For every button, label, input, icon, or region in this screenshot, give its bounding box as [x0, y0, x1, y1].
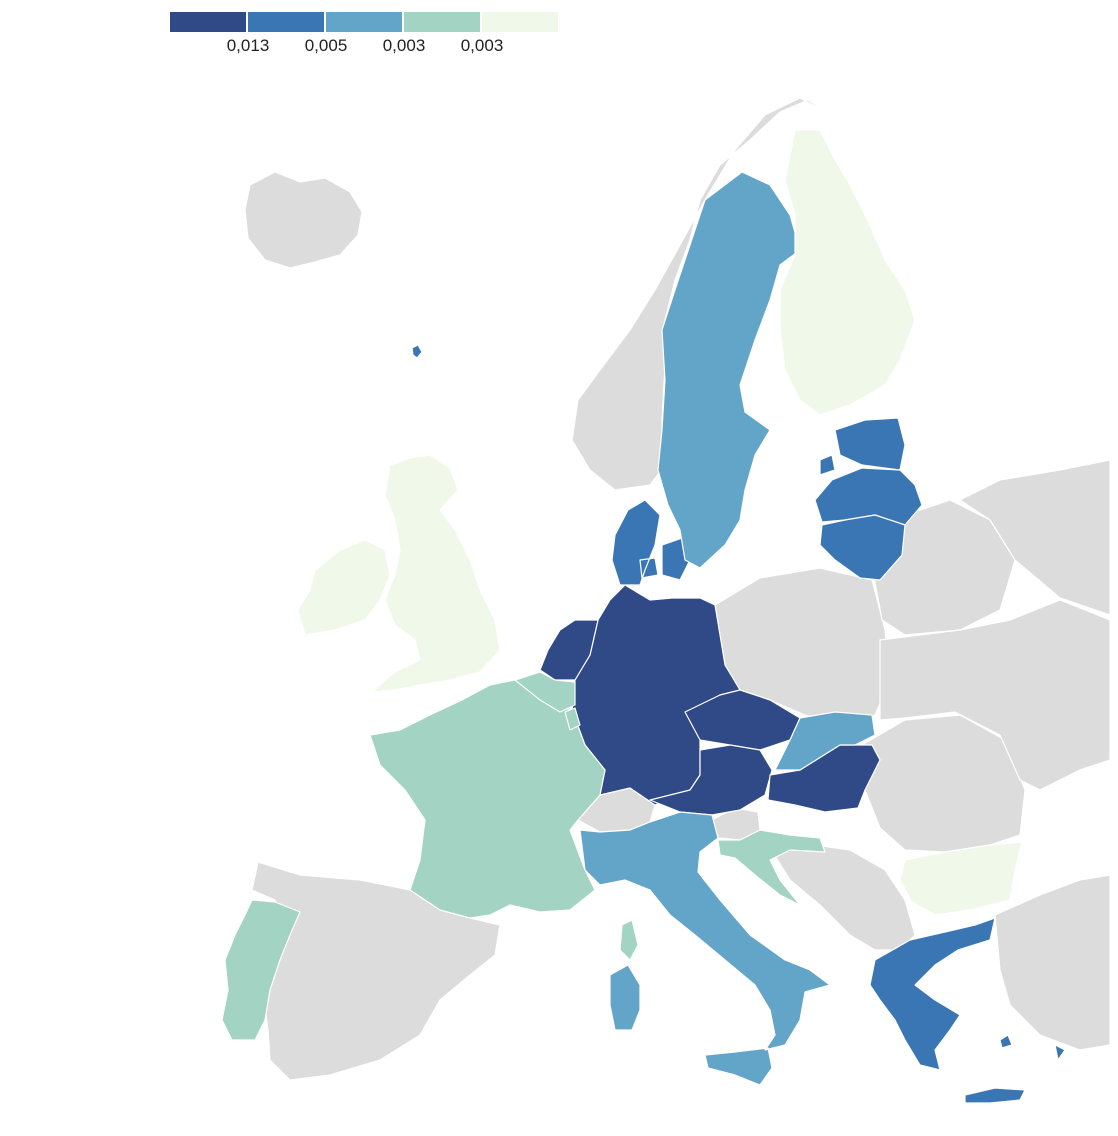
- country-latvia[interactable]: [814, 467, 923, 526]
- country-italy[interactable]: [579, 811, 831, 1086]
- country-denmark[interactable]: [611, 499, 691, 586]
- country-france[interactable]: [369, 679, 639, 961]
- country-slovakia[interactable]: [774, 711, 876, 771]
- legend-swatch-4: [404, 12, 480, 32]
- country-croatia[interactable]: [717, 829, 826, 906]
- country-ireland[interactable]: [297, 539, 391, 636]
- country-greece[interactable]: [869, 917, 1066, 1104]
- country-norway[interactable]: [571, 97, 833, 491]
- country-belgium[interactable]: [514, 671, 576, 713]
- country-sweden[interactable]: [657, 171, 801, 569]
- country-netherlands[interactable]: [539, 619, 599, 681]
- country-portugal[interactable]: [221, 899, 301, 1041]
- country-russia[interactable]: [959, 459, 1111, 616]
- map-legend: 0,013 0,005 0,003 0,003: [170, 12, 562, 56]
- legend-swatch-1: [170, 12, 246, 32]
- country-belarus[interactable]: [869, 499, 1016, 636]
- legend-swatch-3: [326, 12, 402, 32]
- country-estonia[interactable]: [819, 417, 906, 476]
- legend-break-1: 0,013: [226, 36, 270, 55]
- country-ukraine[interactable]: [879, 599, 1111, 791]
- country-iceland[interactable]: [244, 171, 363, 269]
- country-lithuania[interactable]: [819, 514, 906, 581]
- legend-swatch-2: [248, 12, 324, 32]
- country-faroe[interactable]: [411, 344, 423, 359]
- legend-break-4: 0,003: [460, 36, 504, 55]
- country-bulgaria[interactable]: [899, 841, 1023, 916]
- country-finland[interactable]: [779, 129, 916, 416]
- country-united-kingdom[interactable]: [371, 454, 501, 693]
- legend-swatch-5: [482, 12, 558, 32]
- legend-break-2: 0,005: [304, 36, 348, 55]
- country-romania[interactable]: [861, 714, 1026, 853]
- legend-break-3: 0,003: [382, 36, 426, 55]
- country-turkey[interactable]: [994, 874, 1111, 1051]
- country-luxembourg[interactable]: [564, 707, 581, 731]
